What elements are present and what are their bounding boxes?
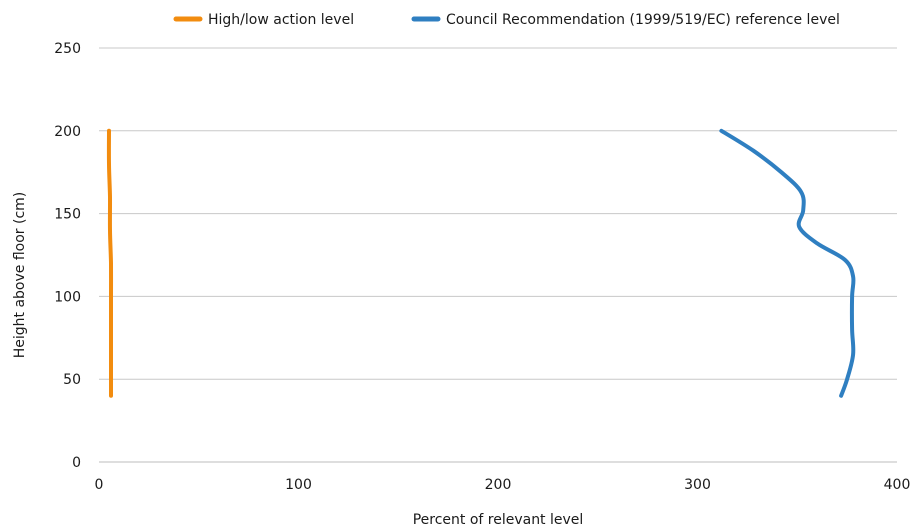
y-axis-title: Height above floor (cm) xyxy=(12,192,28,359)
series-lines xyxy=(106,128,856,398)
legend-label-high-low: High/low action level xyxy=(208,12,354,28)
y-tick-label-250: 250 xyxy=(54,41,81,57)
y-tick-label-200: 200 xyxy=(54,124,81,140)
legend: High/low action level Council Recommenda… xyxy=(173,12,840,28)
y-tick-label-100: 100 xyxy=(54,289,81,305)
series-line-high-low xyxy=(106,128,114,398)
y-tick-label-0: 0 xyxy=(72,455,81,471)
x-tick-labels: 0 100 200 300 400 xyxy=(95,477,911,493)
gridlines xyxy=(99,47,897,380)
y-tick-label-150: 150 xyxy=(54,207,81,223)
x-tick-label-400: 400 xyxy=(884,477,911,493)
legend-label-council: Council Recommendation (1999/519/EC) ref… xyxy=(446,12,840,28)
x-tick-label-0: 0 xyxy=(95,477,104,493)
y-tick-labels: 0 50 100 150 200 250 xyxy=(54,41,81,471)
x-tick-label-100: 100 xyxy=(285,477,312,493)
y-tick-label-50: 50 xyxy=(63,372,81,388)
x-tick-label-200: 200 xyxy=(485,477,512,493)
x-axis-title: Percent of relevant level xyxy=(413,512,584,528)
x-tick-label-300: 300 xyxy=(684,477,711,493)
series-line-council xyxy=(719,128,856,398)
